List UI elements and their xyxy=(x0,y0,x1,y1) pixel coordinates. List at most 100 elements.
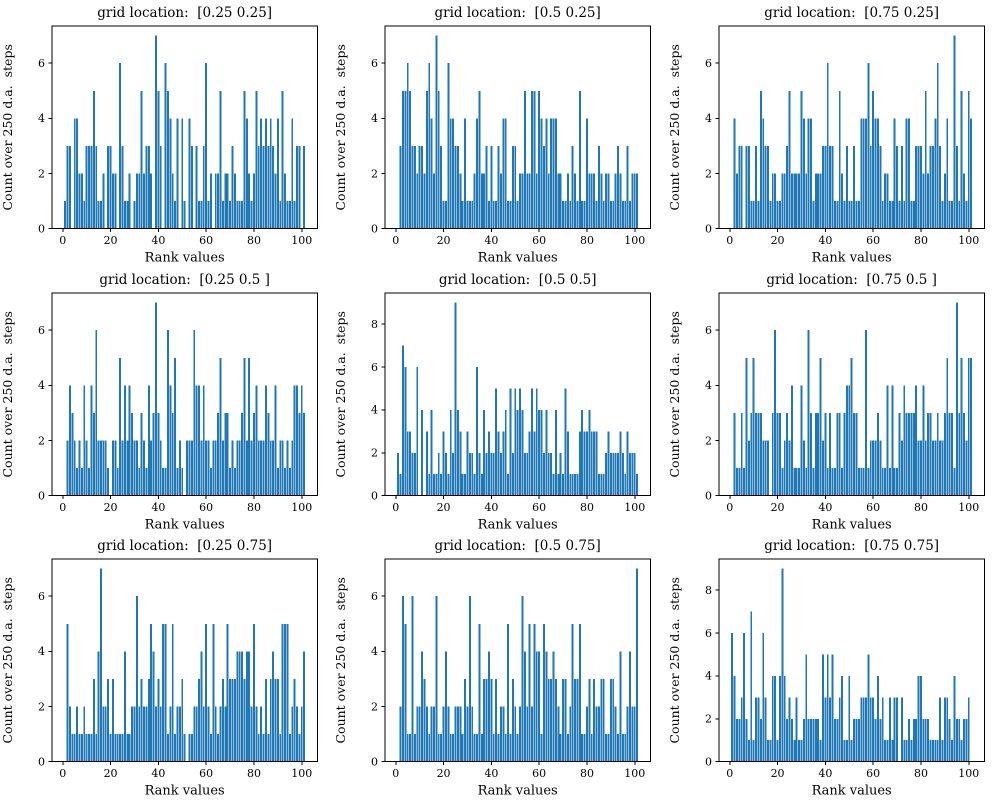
y-axis-label: Count over 250 d.a. steps xyxy=(333,44,348,210)
svg-text:100: 100 xyxy=(291,767,312,780)
svg-text:0: 0 xyxy=(38,489,45,502)
x-axis-label: Rank values xyxy=(811,517,891,532)
chart-canvas-1-1: 0 20 40 60 80 100 0 2 4 6 8 grid location: [0.5 0.5… xyxy=(333,272,652,532)
subplot-title: grid location: [0.5 0.5] xyxy=(439,272,597,288)
svg-text:0: 0 xyxy=(59,767,66,780)
svg-text:80: 80 xyxy=(914,501,928,514)
x-axis-label: Rank values xyxy=(478,784,558,799)
chart-canvas-1-0: 0 20 40 60 80 100 0 2 4 6 grid location: [0.25 0.5… xyxy=(0,272,318,532)
tick-labels: 0 20 40 60 80 100 0 2 4 6 8 xyxy=(371,318,645,514)
svg-text:0: 0 xyxy=(371,489,378,502)
bars-group xyxy=(733,35,972,229)
svg-text:0: 0 xyxy=(371,222,378,235)
tick-labels: 0 20 40 60 80 100 0 2 4 6 xyxy=(705,57,979,247)
bars-group xyxy=(730,568,970,762)
svg-text:0: 0 xyxy=(705,756,712,769)
x-axis-label: Rank values xyxy=(478,517,558,532)
subplot-title: grid location: [0.5 0.25] xyxy=(435,5,601,21)
subplot-title: grid location: [0.75 0.5 ] xyxy=(766,272,937,288)
svg-text:20: 20 xyxy=(437,501,451,514)
svg-text:20: 20 xyxy=(104,234,118,247)
svg-text:0: 0 xyxy=(59,234,66,247)
chart-canvas-0-0: 0 20 40 60 80 100 0 2 4 6 grid location: [0.25 0.2… xyxy=(0,5,318,266)
svg-text:0: 0 xyxy=(705,489,712,502)
svg-text:6: 6 xyxy=(371,590,378,603)
axes-spines xyxy=(384,558,652,763)
svg-text:60: 60 xyxy=(533,501,547,514)
svg-text:60: 60 xyxy=(533,767,547,780)
svg-text:100: 100 xyxy=(625,501,646,514)
svg-text:100: 100 xyxy=(291,234,312,247)
axes-spines xyxy=(51,558,318,763)
chart-canvas-2-2: 0 20 40 60 80 100 0 2 4 6 8 grid location: [0.75 0.… xyxy=(667,538,985,799)
svg-text:2: 2 xyxy=(38,167,45,180)
axes-spines xyxy=(384,292,652,496)
svg-text:0: 0 xyxy=(726,234,733,247)
svg-text:2: 2 xyxy=(371,167,378,180)
tick-marks xyxy=(715,329,969,499)
tick-marks xyxy=(715,589,969,766)
svg-text:2: 2 xyxy=(38,701,45,714)
tick-labels: 0 20 40 60 80 100 0 2 4 6 xyxy=(38,590,312,780)
chart-canvas-0-1: 0 20 40 60 80 100 0 2 4 6 grid location: [0.5 0.25… xyxy=(333,5,652,266)
tick-labels: 0 20 40 60 80 100 0 2 4 6 xyxy=(38,324,312,514)
x-axis-label: Rank values xyxy=(145,784,225,799)
svg-text:100: 100 xyxy=(625,767,646,780)
svg-text:20: 20 xyxy=(770,501,784,514)
svg-text:6: 6 xyxy=(38,590,45,603)
subplot-r1-c2: 0 20 40 60 80 100 0 2 4 6 grid location: [0.75 0.5… xyxy=(667,267,1000,534)
tick-marks xyxy=(381,323,636,499)
svg-text:2: 2 xyxy=(371,446,378,459)
svg-text:100: 100 xyxy=(958,501,979,514)
svg-text:6: 6 xyxy=(371,57,378,70)
bars-group xyxy=(399,568,639,762)
subplot-r1-c1: 0 20 40 60 80 100 0 2 4 6 8 grid location: [0.5 0.5… xyxy=(333,267,666,534)
svg-text:40: 40 xyxy=(485,767,499,780)
svg-text:0: 0 xyxy=(393,767,400,780)
bars-group xyxy=(733,302,972,496)
y-axis-label: Count over 250 d.a. steps xyxy=(667,311,682,477)
axes-spines xyxy=(718,292,985,496)
svg-text:0: 0 xyxy=(726,501,733,514)
svg-text:4: 4 xyxy=(38,112,45,125)
subplot-title: grid location: [0.75 0.25] xyxy=(764,5,939,21)
subplot-title: grid location: [0.75 0.75] xyxy=(764,538,939,554)
subplot-r2-c1: 0 20 40 60 80 100 0 2 4 6 grid location: [0.5 0.75… xyxy=(333,533,666,800)
svg-text:80: 80 xyxy=(914,234,928,247)
svg-text:20: 20 xyxy=(437,234,451,247)
svg-text:20: 20 xyxy=(770,234,784,247)
svg-text:40: 40 xyxy=(151,501,165,514)
svg-text:4: 4 xyxy=(705,379,712,392)
tick-marks xyxy=(715,62,969,233)
axes-spines xyxy=(51,292,318,496)
svg-text:8: 8 xyxy=(705,584,712,597)
svg-text:0: 0 xyxy=(371,756,378,769)
tick-labels: 0 20 40 60 80 100 0 2 4 6 8 xyxy=(705,584,979,780)
bars-group xyxy=(66,302,306,496)
chart-canvas-2-0: 0 20 40 60 80 100 0 2 4 6 grid location: [0.25 0.7… xyxy=(0,538,318,799)
svg-text:100: 100 xyxy=(291,501,312,514)
svg-text:20: 20 xyxy=(770,767,784,780)
svg-text:20: 20 xyxy=(104,767,118,780)
svg-text:0: 0 xyxy=(59,501,66,514)
svg-text:80: 80 xyxy=(247,234,261,247)
bars-group xyxy=(64,35,306,229)
svg-text:4: 4 xyxy=(705,670,712,683)
svg-text:6: 6 xyxy=(38,57,45,70)
svg-text:2: 2 xyxy=(38,434,45,447)
svg-text:100: 100 xyxy=(625,234,646,247)
tick-labels: 0 20 40 60 80 100 0 2 4 6 xyxy=(371,590,645,780)
svg-text:4: 4 xyxy=(371,403,378,416)
bars-group xyxy=(66,568,306,762)
svg-text:6: 6 xyxy=(371,360,378,373)
svg-text:60: 60 xyxy=(866,767,880,780)
subplot-r0-c2: 0 20 40 60 80 100 0 2 4 6 grid location: [0.75 0.2… xyxy=(667,0,1000,267)
svg-text:2: 2 xyxy=(705,434,712,447)
subplot-r1-c0: 0 20 40 60 80 100 0 2 4 6 grid location: [0.25 0.5… xyxy=(0,267,333,534)
svg-text:80: 80 xyxy=(914,767,928,780)
svg-text:0: 0 xyxy=(393,501,400,514)
svg-text:2: 2 xyxy=(371,701,378,714)
svg-text:40: 40 xyxy=(818,501,832,514)
svg-text:0: 0 xyxy=(38,222,45,235)
